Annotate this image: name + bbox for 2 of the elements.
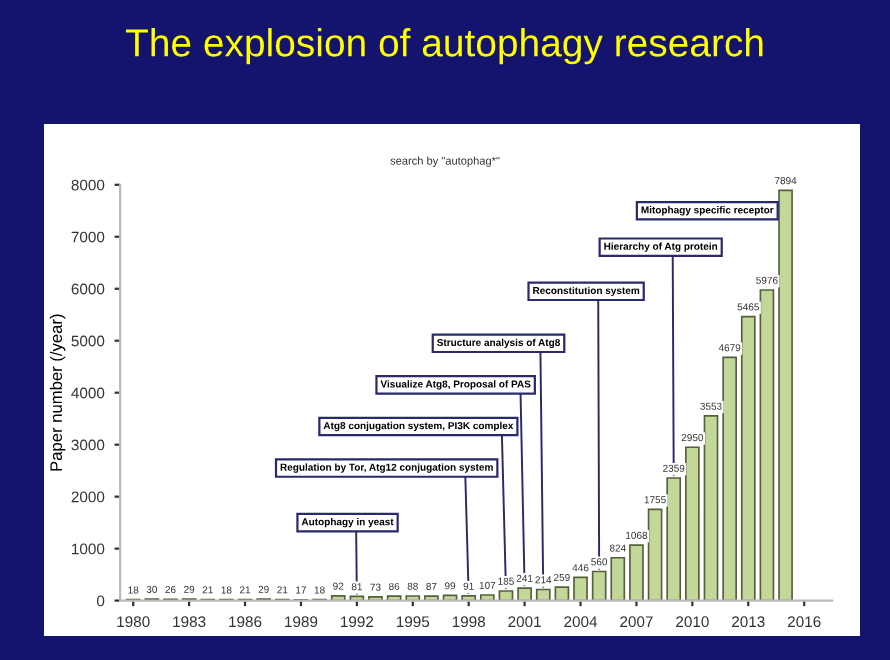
chart-title: The explosion of autophagy research [125,28,763,65]
y-axis-title: Paper number (/year) [49,314,66,471]
